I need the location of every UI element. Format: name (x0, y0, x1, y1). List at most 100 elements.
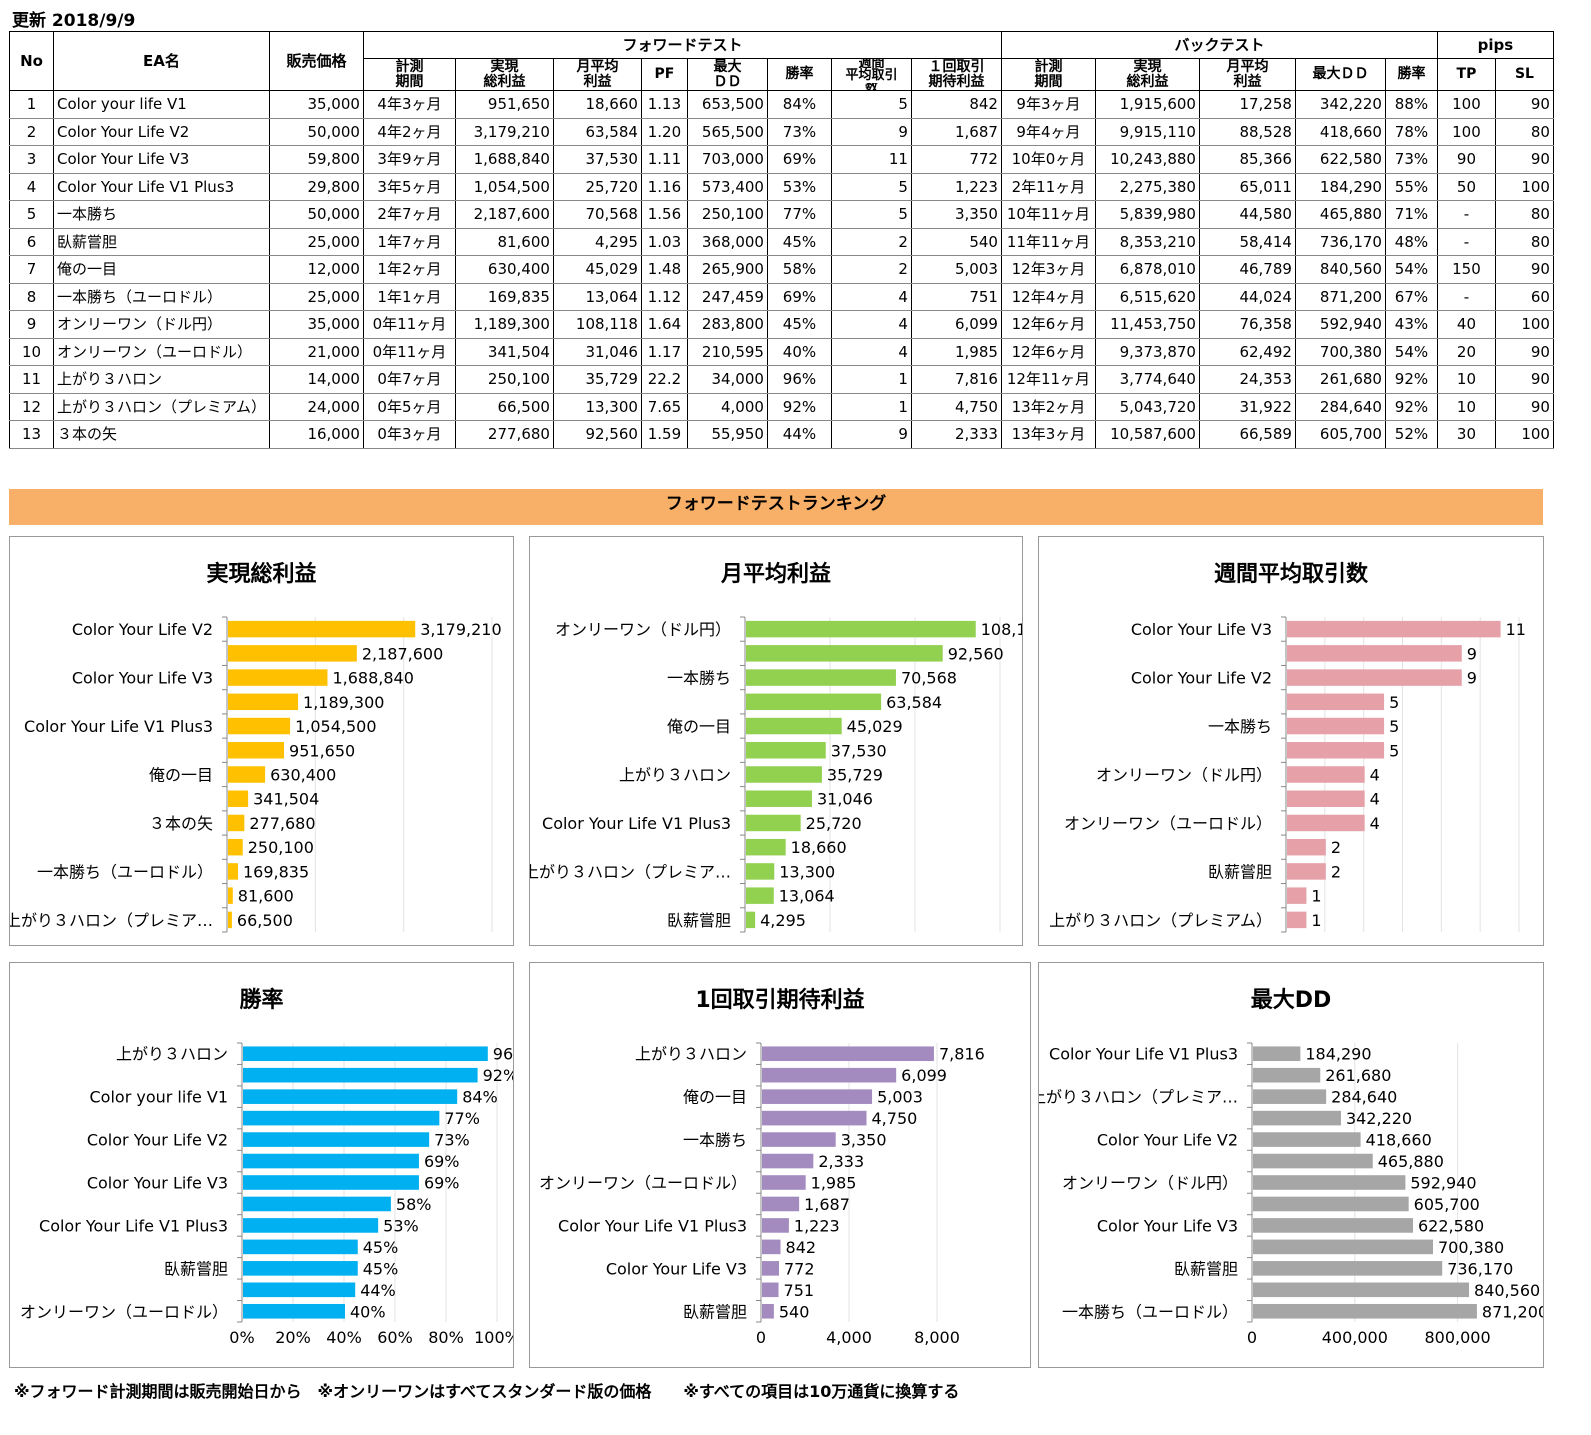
category-label: 上がり３ハロン（プレミア… (1039, 1088, 1238, 1107)
cell-f-weekly: 5 (830, 172, 912, 201)
cell-price: 21,000 (268, 337, 364, 366)
chart-panel-expected-profit: 1回取引期待利益 7,816 6,099 5,003 4,750 3,350 2,333 1,… (529, 962, 1031, 1368)
table-row: 7 俺の一目 12,000 1年2ヶ月 630,400 45,029 1.48 265,900… (9, 255, 1554, 284)
cell-b-dd: 284,640 (1294, 392, 1386, 421)
data-label: 840,560 (1474, 1281, 1540, 1300)
data-label: 592,940 (1410, 1174, 1476, 1193)
table-body: 1 Color your life V1 35,000 4年3ヶ月 951,650 18,… (9, 90, 1554, 449)
x-tick-label: 0 (1247, 1328, 1257, 1347)
group-back: バックテスト (1000, 31, 1438, 59)
cell-f-winrate: 45% (766, 310, 832, 339)
bar (228, 766, 266, 783)
data-label: 58% (396, 1195, 432, 1214)
chart-title: 最大DD (1251, 988, 1332, 1013)
category-label: Color Your Life V1 Plus3 (558, 1216, 747, 1235)
cell-ea-name: 上がり３ハロン (53, 365, 270, 394)
cell-f-dd: 283,800 (686, 310, 768, 339)
cell-b-dd: 622,580 (1294, 145, 1386, 174)
x-tick-label: 0% (229, 1328, 254, 1347)
bar (243, 1153, 419, 1169)
category-label: 臥薪嘗胆 (1208, 862, 1272, 881)
bar (228, 814, 245, 832)
table-row: 13 ３本の矢 16,000 0年3ヶ月 277,680 92,560 1.59 55,950… (9, 420, 1554, 449)
cell-f-weekly: 9 (830, 117, 912, 146)
cell-f-monthly: 108,118 (552, 310, 642, 339)
cell-ea-name: Color Your Life V1 Plus3 (53, 172, 270, 201)
cell-b-dd: 871,200 (1294, 282, 1386, 311)
cell-f-total: 1,189,300 (454, 310, 554, 339)
cell-no: 13 (9, 420, 54, 449)
bar (746, 838, 786, 856)
data-label: 13,064 (779, 887, 835, 906)
bar (762, 1196, 800, 1212)
data-label: 70,568 (901, 669, 957, 688)
cell-b-monthly: 76,358 (1198, 310, 1296, 339)
data-label: 2 (1331, 838, 1341, 857)
cell-b-dd: 700,380 (1294, 337, 1386, 366)
cell-f-pf: 7.65 (640, 392, 688, 421)
data-label: 751 (784, 1281, 815, 1300)
category-label: 一本勝ち (1208, 717, 1272, 736)
cell-b-period: 9年3ヶ月 (1000, 90, 1096, 119)
cell-f-pf: 1.20 (640, 117, 688, 146)
cell-f-winrate: 58% (766, 255, 832, 284)
cell-f-dd: 565,500 (686, 117, 768, 146)
cell-b-dd: 592,940 (1294, 310, 1386, 339)
cell-b-monthly: 31,922 (1198, 392, 1296, 421)
cell-f-monthly: 13,064 (552, 282, 642, 311)
category-label: 一本勝ち（ユーロドル） (1062, 1302, 1238, 1321)
cell-ea-name: オンリーワン（ドル円） (53, 310, 270, 339)
category-label: Color Your Life V2 (1097, 1131, 1238, 1150)
cell-f-weekly: 2 (830, 227, 912, 256)
cell-f-winrate: 73% (766, 117, 832, 146)
cell-ea-name: 一本勝ち（ユーロドル） (53, 282, 270, 311)
data-label: 35,729 (827, 766, 883, 785)
cell-price: 14,000 (268, 365, 364, 394)
bar (228, 669, 328, 686)
cell-f-total: 341,504 (454, 337, 554, 366)
table-row: 8 一本勝ち（ユーロドル） 25,000 1年1ヶ月 169,835 13,064 1.12… (9, 282, 1554, 311)
cell-b-period: 9年4ヶ月 (1000, 117, 1096, 146)
data-label: 284,640 (1331, 1088, 1397, 1107)
bar (1287, 814, 1365, 832)
data-label: 5,003 (877, 1088, 923, 1107)
bar (243, 1282, 356, 1298)
bar (1253, 1282, 1470, 1298)
category-label: 臥薪嘗胆 (164, 1259, 228, 1278)
cell-f-pf: 22.2 (640, 365, 688, 394)
data-label: 1,687 (804, 1195, 850, 1214)
cell-b-total: 9,915,110 (1094, 117, 1200, 146)
bar (762, 1153, 814, 1169)
data-label: 2,333 (818, 1152, 864, 1171)
x-tick-label: 80,000 (887, 943, 943, 945)
bar (1287, 838, 1326, 856)
data-label: 92,560 (948, 644, 1004, 663)
bar (762, 1046, 934, 1062)
category-label: Color Your Life V1 Plus3 (542, 814, 731, 833)
data-label: 53% (383, 1216, 419, 1235)
cell-no: 2 (9, 117, 54, 146)
chart-title: 週間平均取引数 (1214, 561, 1369, 587)
cell-no: 4 (9, 172, 54, 201)
cell-f-dd: 368,000 (686, 227, 768, 256)
col-b-dd: 最大ＤＤ (1294, 58, 1386, 91)
data-label: 45% (363, 1238, 399, 1257)
x-tick-label: 0 (222, 943, 232, 945)
bar (746, 911, 756, 929)
bar (1253, 1153, 1373, 1169)
category-label: Color Your Life V1 Plus3 (39, 1216, 228, 1235)
cell-f-expected: 2,333 (910, 420, 1002, 449)
bar (1287, 645, 1462, 662)
cell-price: 29,800 (268, 172, 364, 201)
bar (762, 1175, 806, 1190)
cell-f-monthly: 31,046 (552, 337, 642, 366)
col-b-winrate: 勝率 (1384, 58, 1438, 91)
bar (762, 1089, 873, 1104)
bar (762, 1282, 779, 1298)
col-f-winrate: 勝率 (766, 58, 832, 91)
data-label: 1 (1311, 887, 1321, 906)
bar (762, 1067, 897, 1083)
x-tick-label: 12 (1509, 943, 1529, 945)
cell-b-dd: 605,700 (1294, 420, 1386, 449)
chart-title: 月平均利益 (720, 561, 831, 587)
